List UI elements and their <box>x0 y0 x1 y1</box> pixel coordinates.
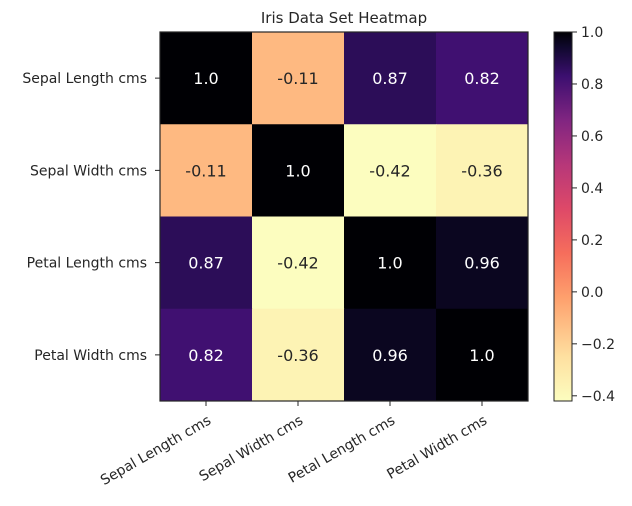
heatmap-cell <box>436 216 529 310</box>
heatmap-cell <box>436 124 529 217</box>
colorbar-tick-label: 0.8 <box>581 77 603 93</box>
colorbar-tick-label: 0.2 <box>581 233 603 249</box>
heatmap-cell <box>436 308 529 402</box>
heatmap-cell <box>160 124 253 217</box>
colorbar-tick-label: 0.0 <box>581 285 603 301</box>
heatmap-cell <box>160 308 253 402</box>
cell-value-label: -0.36 <box>461 161 502 180</box>
row-label: Sepal Width cms <box>30 163 147 179</box>
heatmap-cell <box>344 308 437 402</box>
chart-title: Iris Data Set Heatmap <box>261 9 427 27</box>
heatmap-cell <box>160 216 253 310</box>
cell-value-label: -0.42 <box>369 161 410 180</box>
row-label: Petal Length cms <box>27 256 147 272</box>
cell-value-label: 1.0 <box>193 69 218 88</box>
heatmap-cell <box>252 32 345 125</box>
row-label: Sepal Length cms <box>22 71 147 87</box>
cell-value-label: 1.0 <box>285 161 310 180</box>
row-label: Petal Width cms <box>34 348 147 364</box>
heatmap-cell <box>344 216 437 310</box>
heatmap-cell <box>252 124 345 217</box>
cell-value-label: 0.96 <box>464 254 500 273</box>
row-labels: Sepal Length cms Sepal Width cms Petal Len… <box>22 71 160 364</box>
cell-value-label: 0.87 <box>188 254 224 273</box>
cell-value-label: -0.11 <box>277 69 318 88</box>
cell-value-label: 0.87 <box>372 69 408 88</box>
colorbar-tick-label: −0.2 <box>581 337 615 353</box>
heatmap-cells: 1.0 -0.11 0.87 0.82 -0.11 1.0 -0.42 -0.36 0.87 -0… <box>160 32 529 402</box>
colorbar-tick-label: −0.4 <box>581 389 615 405</box>
column-label: Sepal Length cms <box>98 413 214 489</box>
heatmap-cell <box>252 216 345 310</box>
cell-value-label: 0.82 <box>464 69 500 88</box>
colorbar-tick-label: 0.6 <box>581 129 603 145</box>
heatmap-cell <box>252 308 345 402</box>
colorbar <box>553 31 573 402</box>
cell-value-label: 1.0 <box>469 346 494 365</box>
column-label: Petal Width cms <box>384 413 490 483</box>
cell-value-label: 0.96 <box>372 346 408 365</box>
heatmap-cell <box>436 32 529 125</box>
colorbar-ticks: 1.0 0.8 0.6 0.4 0.2 0.0 −0.2 −0.4 <box>572 25 615 405</box>
cell-value-label: 0.82 <box>188 346 224 365</box>
cell-value-label: -0.11 <box>185 161 226 180</box>
heatmap-frame <box>159 31 529 402</box>
heatmap-cell <box>344 32 437 125</box>
heatmap-cell <box>160 32 253 125</box>
colorbar-tick-label: 0.4 <box>581 181 603 197</box>
cell-value-label: -0.36 <box>277 346 318 365</box>
cell-value-label: 1.0 <box>377 254 402 273</box>
heatmap-cell <box>344 124 437 217</box>
cell-value-label: -0.42 <box>277 254 318 273</box>
colorbar-tick-label: 1.0 <box>581 25 603 41</box>
